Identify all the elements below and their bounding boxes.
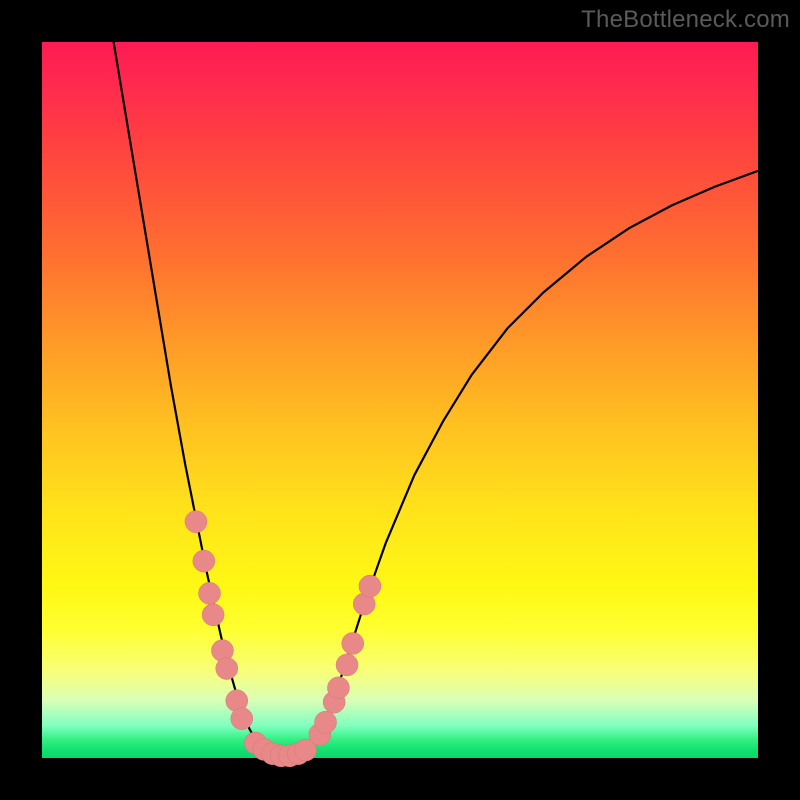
data-marker xyxy=(336,654,358,676)
bottleneck-curve-chart xyxy=(0,0,800,800)
data-marker xyxy=(216,658,238,680)
plot-background xyxy=(42,42,758,758)
data-marker xyxy=(231,708,253,730)
data-marker xyxy=(185,511,207,533)
data-marker xyxy=(202,604,224,626)
chart-container: TheBottleneck.com xyxy=(0,0,800,800)
data-marker xyxy=(199,582,221,604)
watermark-text: TheBottleneck.com xyxy=(581,6,790,34)
data-marker xyxy=(315,711,337,733)
data-marker xyxy=(359,575,381,597)
data-marker xyxy=(327,677,349,699)
data-marker xyxy=(342,632,364,654)
data-marker xyxy=(193,550,215,572)
